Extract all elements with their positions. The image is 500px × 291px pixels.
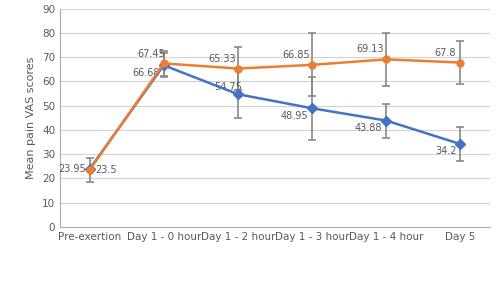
- Text: 43.88: 43.88: [355, 123, 382, 133]
- Text: 23.5: 23.5: [96, 165, 117, 175]
- Text: 54.75: 54.75: [214, 82, 242, 92]
- Text: 66.68: 66.68: [132, 68, 160, 78]
- Text: 65.33: 65.33: [208, 54, 236, 64]
- Text: 67.45: 67.45: [138, 49, 166, 58]
- Text: 66.85: 66.85: [282, 50, 310, 60]
- Text: 67.8: 67.8: [434, 48, 456, 58]
- Text: 23.95: 23.95: [58, 164, 86, 174]
- Y-axis label: Mean pain VAS scores: Mean pain VAS scores: [26, 57, 36, 179]
- Text: 34.2: 34.2: [435, 146, 456, 157]
- Text: 48.95: 48.95: [280, 111, 308, 121]
- Text: 69.13: 69.13: [356, 45, 384, 54]
